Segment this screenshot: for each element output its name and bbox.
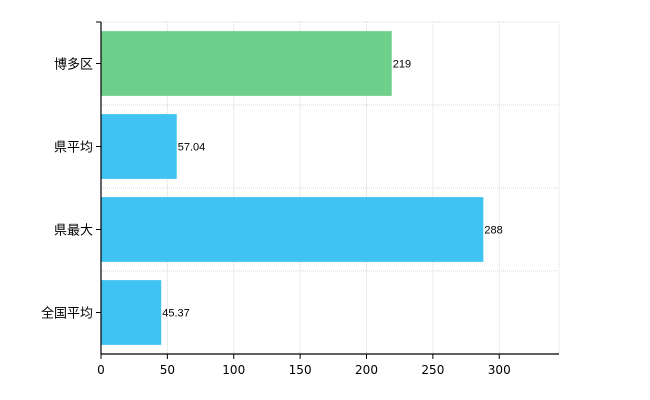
x-tick-label: 300 — [488, 363, 511, 377]
bars — [101, 31, 484, 345]
bar — [101, 197, 484, 262]
x-tick-label: 150 — [289, 363, 312, 377]
data-label: 219 — [393, 59, 411, 71]
y-tick-label: 県平均 — [54, 141, 93, 156]
grid — [101, 21, 560, 354]
bar — [101, 31, 392, 96]
bar — [101, 280, 162, 345]
data-label: 45.37 — [162, 308, 190, 320]
x-tick-label: 250 — [421, 363, 444, 377]
y-tick-label: 博多区 — [54, 57, 93, 73]
bar — [101, 114, 177, 179]
axes — [100, 22, 559, 355]
data-labels: 219 57.04 288 45.37 — [162, 59, 502, 320]
data-label: 288 — [484, 225, 502, 237]
x-tick-label: 200 — [355, 363, 378, 377]
y-tick-label: 全国平均 — [41, 306, 93, 322]
x-axis-ticks: 0 50 100 150 200 250 300 — [97, 354, 511, 377]
x-tick-label: 100 — [222, 363, 245, 377]
x-tick-label: 0 — [97, 363, 105, 377]
data-label: 57.04 — [178, 142, 206, 154]
x-tick-label: 50 — [160, 363, 175, 377]
y-tick-label: 県最大 — [54, 224, 93, 239]
